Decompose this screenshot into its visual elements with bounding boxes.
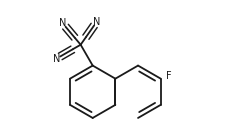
Text: N: N xyxy=(53,54,60,64)
Text: N: N xyxy=(93,17,100,27)
Text: N: N xyxy=(59,18,66,28)
Text: F: F xyxy=(166,71,172,81)
